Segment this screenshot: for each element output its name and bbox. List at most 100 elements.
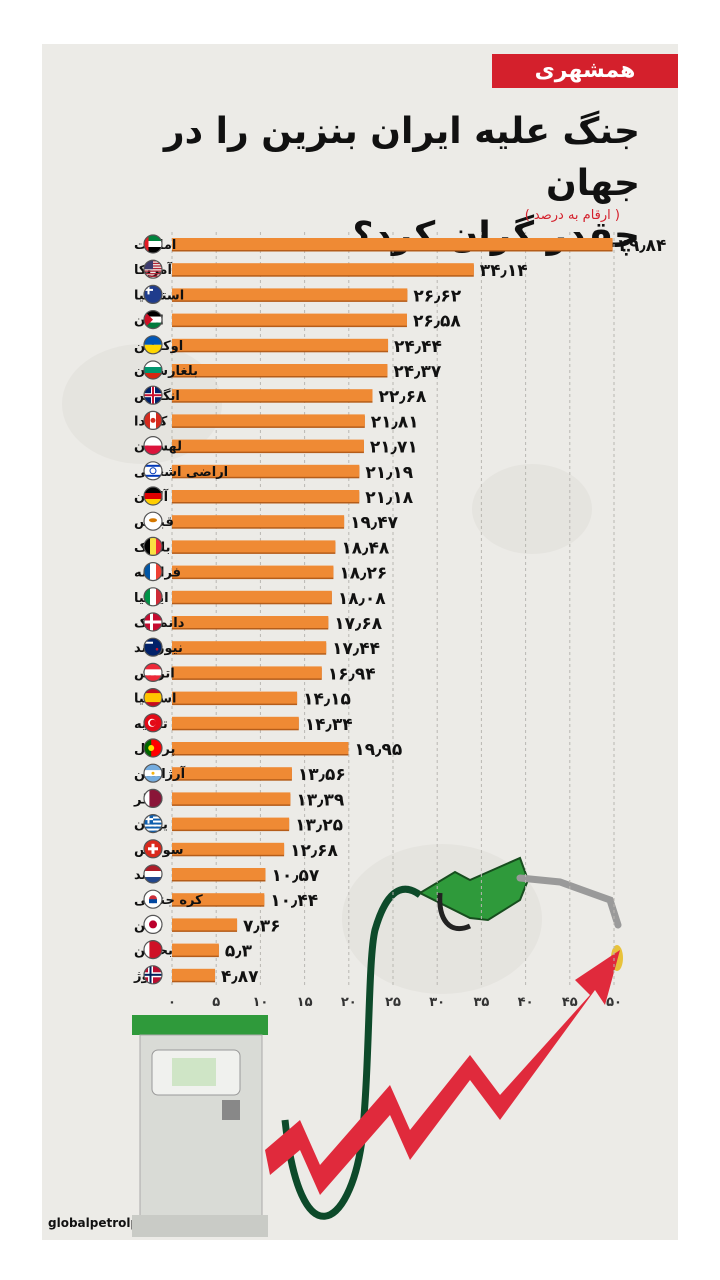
bar (172, 842, 285, 855)
value-label: ۲۱٫۱۸ (365, 488, 413, 508)
bar (172, 313, 407, 326)
value-label: ۲۱٫۸۱ (371, 412, 419, 432)
bar (172, 716, 299, 729)
value-label: ۳۴٫۱۴ (480, 261, 528, 281)
value-label: ۱۳٫۲۵ (295, 816, 343, 836)
value-label: ۲۱٫۱۹ (365, 463, 413, 483)
value-label: ۱۸٫۲۶ (339, 564, 387, 584)
japan-flag-icon (143, 914, 163, 935)
portugal-flag-icon (143, 738, 163, 758)
fuel-pump-icon (132, 1015, 268, 1237)
usa-flag-icon (143, 259, 163, 279)
bar (172, 490, 360, 502)
x-tick-label: ۲۵ (385, 995, 401, 1010)
value-label: ۱۸٫۴۸ (341, 538, 389, 558)
france-flag-icon (143, 561, 163, 582)
uk-flag-icon (143, 385, 163, 405)
bar (172, 515, 345, 528)
bar (172, 590, 332, 603)
bar (172, 338, 389, 351)
switzerland-flag-icon (143, 839, 163, 859)
belgium-flag-icon (143, 536, 163, 557)
greece-flag-icon (143, 813, 163, 834)
title-line-1: جنگ علیه ایران بنزین را در جهان (163, 111, 640, 204)
value-label: ۱۲٫۶۸ (290, 841, 338, 861)
bar (172, 792, 291, 805)
x-tick-label: ۱۵ (297, 995, 313, 1010)
bar (172, 288, 408, 301)
qatar-flag-icon (143, 788, 163, 809)
value-label: ۲۱٫۷۱ (370, 438, 418, 458)
brand-logo: همشهری (492, 54, 678, 88)
australia-flag-icon (143, 284, 163, 304)
value-label: ۱۴٫۱۵ (303, 690, 351, 710)
bar (172, 439, 364, 452)
value-label: ۷٫۳۶ (243, 916, 280, 936)
jordan-flag-icon (143, 310, 163, 330)
value-label: ۵٫۳ (225, 942, 253, 962)
bar (172, 540, 336, 553)
bulgaria-flag-icon (143, 360, 163, 380)
bar (172, 868, 266, 880)
bar (172, 893, 265, 906)
turkey-flag-icon (143, 713, 163, 733)
paper-texture (472, 464, 592, 554)
bar (172, 464, 360, 477)
x-axis-ticks: ۰ ۵ ۱۰ ۱۵ ۲۰ ۲۵ ۳۰ ۳۵ ۴۰ ۴۵ ۵۰ (168, 995, 622, 1010)
value-label: ۲۲٫۶۸ (378, 387, 426, 407)
denmark-flag-icon (143, 612, 163, 632)
bar (172, 641, 327, 654)
bar (172, 263, 474, 276)
value-label: ۱۳٫۳۹ (296, 790, 344, 810)
rising-arrow-icon (265, 950, 620, 1195)
new-zealand-flag-icon (143, 637, 163, 657)
x-tick-label: ۴۵ (562, 995, 578, 1010)
value-label: ۱۳٫۵۶ (298, 765, 346, 785)
value-label: ۲۶٫۵۸ (413, 312, 461, 332)
units-note: ( ارقام به درصد ) (524, 208, 620, 223)
spain-flag-icon (143, 687, 163, 708)
bar (172, 616, 329, 628)
argentina-flag-icon (143, 763, 163, 783)
canada-flag-icon (143, 410, 163, 430)
bar (172, 238, 613, 250)
value-label: ۴٫۸۷ (221, 967, 259, 987)
bar (172, 817, 290, 830)
bar (172, 414, 365, 427)
germany-flag-icon (143, 486, 163, 506)
bar (172, 389, 373, 402)
bar (172, 364, 388, 376)
value-label: ۱۶٫۹۴ (328, 664, 376, 684)
value-label: ۱۴٫۳۴ (305, 715, 353, 735)
bar (172, 565, 334, 578)
category-label: آمریکا (134, 261, 172, 278)
value-label: ۱۰٫۵۷ (271, 866, 319, 886)
hose-icon (281, 885, 423, 1220)
illustration (132, 856, 623, 1237)
x-tick-label: ۰ (168, 995, 176, 1010)
x-tick-label: ۴۰ (518, 995, 534, 1010)
value-label: ۱۹٫۹۵ (354, 740, 402, 760)
bar (172, 767, 292, 780)
cyprus-flag-icon (143, 511, 163, 531)
bar (172, 691, 298, 704)
bar (172, 918, 238, 931)
value-label: ۱۷٫۶۸ (334, 614, 382, 634)
value-label: ۲۶٫۶۲ (413, 286, 461, 306)
value-label: ۲۴٫۴۴ (394, 337, 442, 357)
bahrain-flag-icon (143, 939, 163, 960)
value-label: ۴۹٫۸۴ (619, 236, 667, 256)
value-label: ۱۰٫۴۴ (270, 891, 318, 911)
value-label: ۲۴٫۳۷ (393, 362, 441, 382)
x-tick-label: ۲۰ (341, 995, 357, 1010)
bar (172, 943, 219, 956)
value-label: ۱۷٫۴۴ (332, 639, 380, 659)
norway-flag-icon (143, 965, 163, 985)
austria-flag-icon (143, 662, 163, 683)
x-tick-label: ۳۰ (429, 995, 445, 1010)
italy-flag-icon (143, 587, 163, 607)
fuel-nozzle-icon (417, 856, 623, 971)
chart-bars: ۴۹٫۸۴امارات۳۴٫۱۴آمریکا۲۶٫۶۲استرالیا۲۶٫۵۸… (133, 234, 667, 987)
south-korea-flag-icon (143, 889, 163, 909)
